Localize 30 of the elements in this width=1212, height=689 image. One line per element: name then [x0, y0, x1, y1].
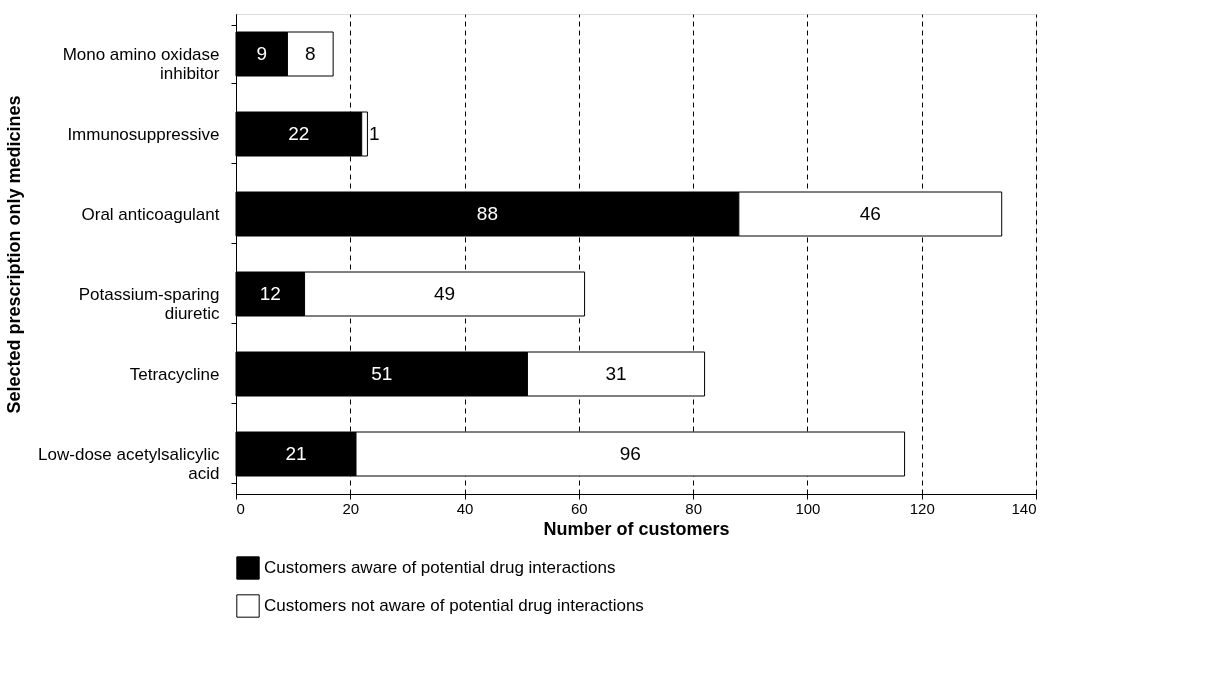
data-label: 12 — [259, 283, 281, 304]
x-tick-label: 120 — [909, 499, 935, 517]
data-label: 1 — [369, 123, 380, 144]
x-tick-label: 100 — [795, 499, 821, 517]
legend-label: Customers aware of potential drug interactions — [264, 558, 616, 577]
data-label: 88 — [476, 203, 498, 224]
y-tick-label: Oral anticoagulant — [81, 204, 220, 224]
legend-label: Customers not aware of potential drug interactions — [264, 596, 644, 615]
data-label: 96 — [619, 443, 641, 464]
data-label: 46 — [859, 203, 881, 224]
x-tick-label: 140 — [1011, 499, 1037, 517]
y-tick-label: Potassium-sparing diuretic — [78, 284, 220, 323]
x-tick-label: 60 — [571, 499, 588, 517]
y-tick-label: Low-dose acetylsalicylic acid — [38, 444, 220, 483]
y-tick-label: Immunosuppressive — [67, 124, 220, 144]
data-label: 22 — [288, 123, 310, 144]
x-tick-label: 20 — [342, 499, 360, 517]
x-tick-label: 0 — [236, 499, 245, 517]
x-tick-label: 40 — [456, 499, 474, 517]
y-tick-label: Mono amino oxidase inhibitor — [62, 44, 220, 83]
data-label: 49 — [434, 283, 456, 304]
data-label: 31 — [605, 363, 627, 384]
data-label: 51 — [371, 363, 393, 384]
x-tick-label: 80 — [685, 499, 702, 517]
data-label: 8 — [305, 43, 316, 64]
data-label: 21 — [285, 443, 307, 464]
x-axis-title: Number of customers — [543, 518, 730, 539]
y-axis-title: Selected prescription only medicines — [4, 95, 25, 414]
data-label: 9 — [256, 43, 267, 64]
y-tick-label: Tetracycline — [129, 364, 220, 384]
